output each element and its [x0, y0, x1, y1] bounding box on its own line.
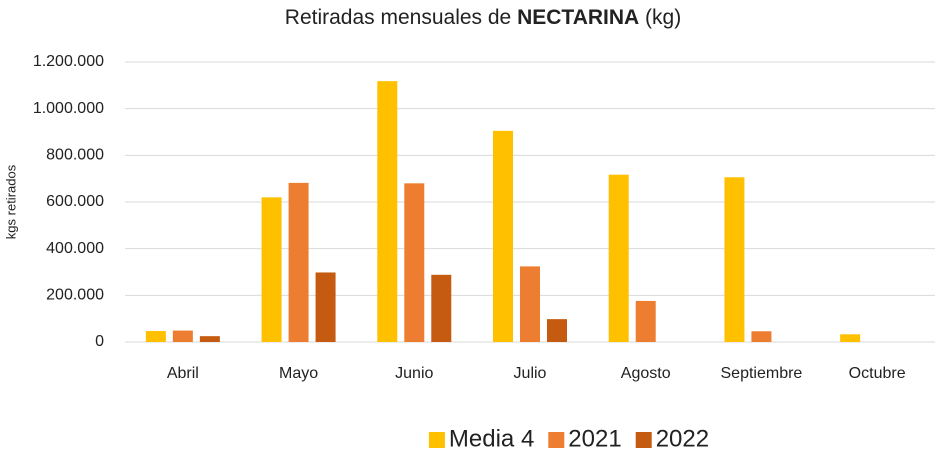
legend-swatch	[428, 432, 445, 448]
y-axis-label: kgs retirados	[3, 164, 18, 239]
y-tick-label: 600.000	[46, 193, 104, 210]
y-tick-label: 1.200.000	[33, 53, 104, 70]
x-tick-label: Julio	[514, 365, 547, 382]
bar	[520, 266, 540, 342]
bar	[431, 274, 452, 342]
x-tick-label: Junio	[395, 365, 433, 382]
bar	[288, 182, 309, 342]
chart-title: Retiradas mensuales de NECTARINA (kg)	[285, 6, 681, 29]
y-tick-label: 0	[95, 333, 104, 350]
x-tick-label: Septiembre	[721, 365, 803, 382]
bar	[635, 300, 656, 342]
bar	[547, 319, 567, 342]
bar	[840, 334, 861, 342]
legend-swatch	[548, 432, 565, 448]
y-tick-label: 800.000	[46, 147, 104, 164]
bar	[199, 336, 220, 342]
bar	[315, 272, 336, 342]
bar	[172, 330, 193, 342]
legend-label: 2022	[656, 425, 709, 452]
x-tick-label: Mayo	[279, 365, 318, 382]
y-tick-label: 1.000.000	[33, 100, 104, 117]
legend-label: 2021	[568, 425, 621, 452]
bar	[404, 183, 425, 342]
bar	[724, 177, 745, 342]
bar	[493, 130, 513, 342]
title-part: (kg)	[645, 6, 681, 29]
title-part: Retiradas mensuales de	[285, 6, 511, 29]
y-tick-label: 200.000	[46, 287, 104, 304]
y-tick-label: 400.000	[46, 240, 104, 257]
title-part: NECTARINA	[517, 6, 639, 29]
bar	[261, 197, 282, 342]
bar	[145, 331, 166, 342]
x-tick-label: Agosto	[621, 365, 671, 382]
bar	[377, 81, 398, 342]
legend-swatch	[635, 432, 652, 448]
bar	[751, 331, 772, 342]
bar	[608, 174, 629, 342]
legend-label: Media 4	[449, 425, 534, 452]
x-tick-label: Abril	[167, 365, 199, 382]
x-tick-label: Octubre	[849, 365, 906, 382]
